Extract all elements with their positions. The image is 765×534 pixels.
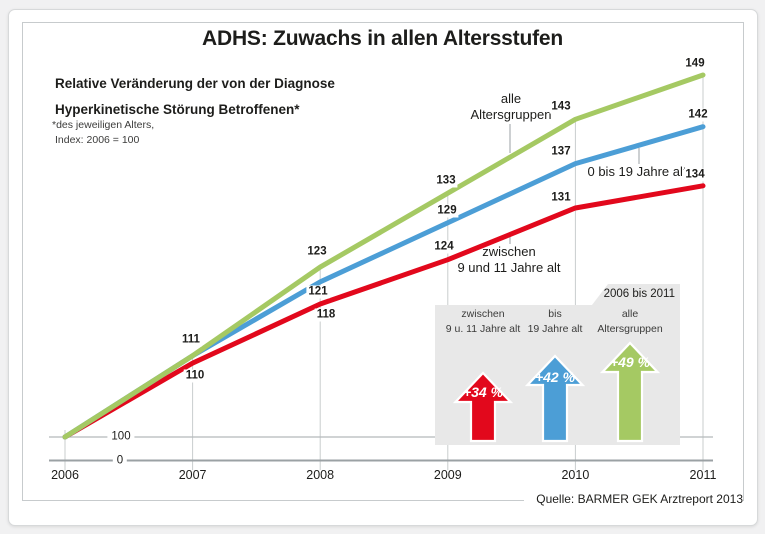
point-value-label: 142	[686, 108, 710, 122]
summary-label-alle: alle Altersgruppen	[585, 307, 675, 337]
annotation-alle-altersgruppen: alle Altersgruppen	[461, 91, 561, 122]
footnote-line1: *des jeweiligen Alters,	[52, 119, 155, 131]
point-value-label: 137	[549, 145, 573, 159]
point-value-label: 110	[183, 369, 207, 383]
point-value-label: 131	[549, 191, 573, 205]
chart-frame	[22, 22, 744, 501]
summary-period-tab: 2006 bis 2011	[592, 284, 680, 305]
baseline-100-label: 100	[107, 430, 135, 444]
annotation-zwischen-9-11: zwischen 9 und 11 Jahre alt	[448, 244, 570, 275]
summary-label-9-11-line1: zwischen	[461, 308, 505, 320]
chart-subtitle-line2: Hyperkinetische Störung Betroffenen*	[55, 102, 300, 117]
summary-label-9-11: zwischen 9 u. 11 Jahre alt	[438, 307, 528, 337]
up-arrow-icon-green	[600, 341, 660, 443]
point-value-label: 123	[305, 245, 329, 259]
point-value-label: 133	[434, 174, 458, 188]
summary-value-alle: +49 %	[609, 354, 651, 370]
annotation-zwischen-line1: zwischen	[482, 244, 536, 259]
series-line	[62, 72, 706, 440]
point-value-label: 118	[314, 308, 338, 322]
annotation-0-bis-19: 0 bis 19 Jahre alt	[587, 164, 687, 179]
up-arrow-green-shape	[600, 341, 660, 443]
summary-label-alle-line2: Altersgruppen	[597, 323, 663, 335]
annotation-alle-line1: alle	[500, 91, 522, 106]
axis-zero-label: 0	[112, 454, 128, 468]
x-axis-year-label: 2010	[561, 468, 590, 482]
summary-label-bis-19: bis 19 Jahre alt	[510, 307, 600, 337]
point-value-label: 143	[549, 100, 573, 114]
point-value-label: 121	[306, 285, 330, 299]
point-value-label: 149	[683, 57, 707, 71]
annotation-zwischen-line2: 9 und 11 Jahre alt	[457, 259, 561, 275]
chart-footnote: *des jeweiligen Alters, Index: 2006 = 10…	[52, 118, 154, 148]
source-caption: Quelle: BARMER GEK Arztreport 2013	[524, 491, 743, 507]
summary-value-bis-19: +42 %	[534, 369, 576, 385]
chart-subtitle-line1: Relative Veränderung der von der Diagnos…	[55, 76, 335, 91]
point-value-label: 124	[432, 240, 456, 254]
summary-label-alle-line1: alle	[621, 308, 639, 320]
point-value-label: 129	[435, 204, 459, 218]
summary-label-9-11-line2: 9 u. 11 Jahre alt	[445, 323, 521, 335]
footnote-line2: Index: 2006 = 100	[55, 134, 140, 146]
summary-label-bis-19-line2: 19 Jahre alt	[527, 323, 583, 335]
chart-subtitle: Relative Veränderung der von der Diagnos…	[55, 71, 335, 123]
annotation-alle-line2: Altersgruppen	[470, 106, 552, 122]
x-axis-year-label: 2008	[306, 468, 335, 482]
chart-title: ADHS: Zuwachs in allen Altersstufen	[202, 27, 563, 50]
up-arrow-icon-blue	[525, 354, 585, 443]
point-value-label: 134	[683, 168, 707, 182]
summary-value-9-11: +34 %	[462, 384, 504, 400]
x-axis-year-label: 2011	[689, 468, 717, 482]
up-arrow-red-shape	[453, 371, 513, 443]
point-value-label: 111	[180, 333, 202, 347]
up-arrow-icon-red	[453, 371, 513, 443]
series-line	[62, 183, 706, 440]
up-arrow-blue-shape	[525, 354, 585, 443]
x-axis-year-label: 2006	[51, 468, 79, 482]
x-axis-year-label: 2009	[433, 468, 462, 482]
summary-label-bis-19-line1: bis	[548, 308, 562, 320]
x-axis-year-label: 2007	[178, 468, 207, 482]
